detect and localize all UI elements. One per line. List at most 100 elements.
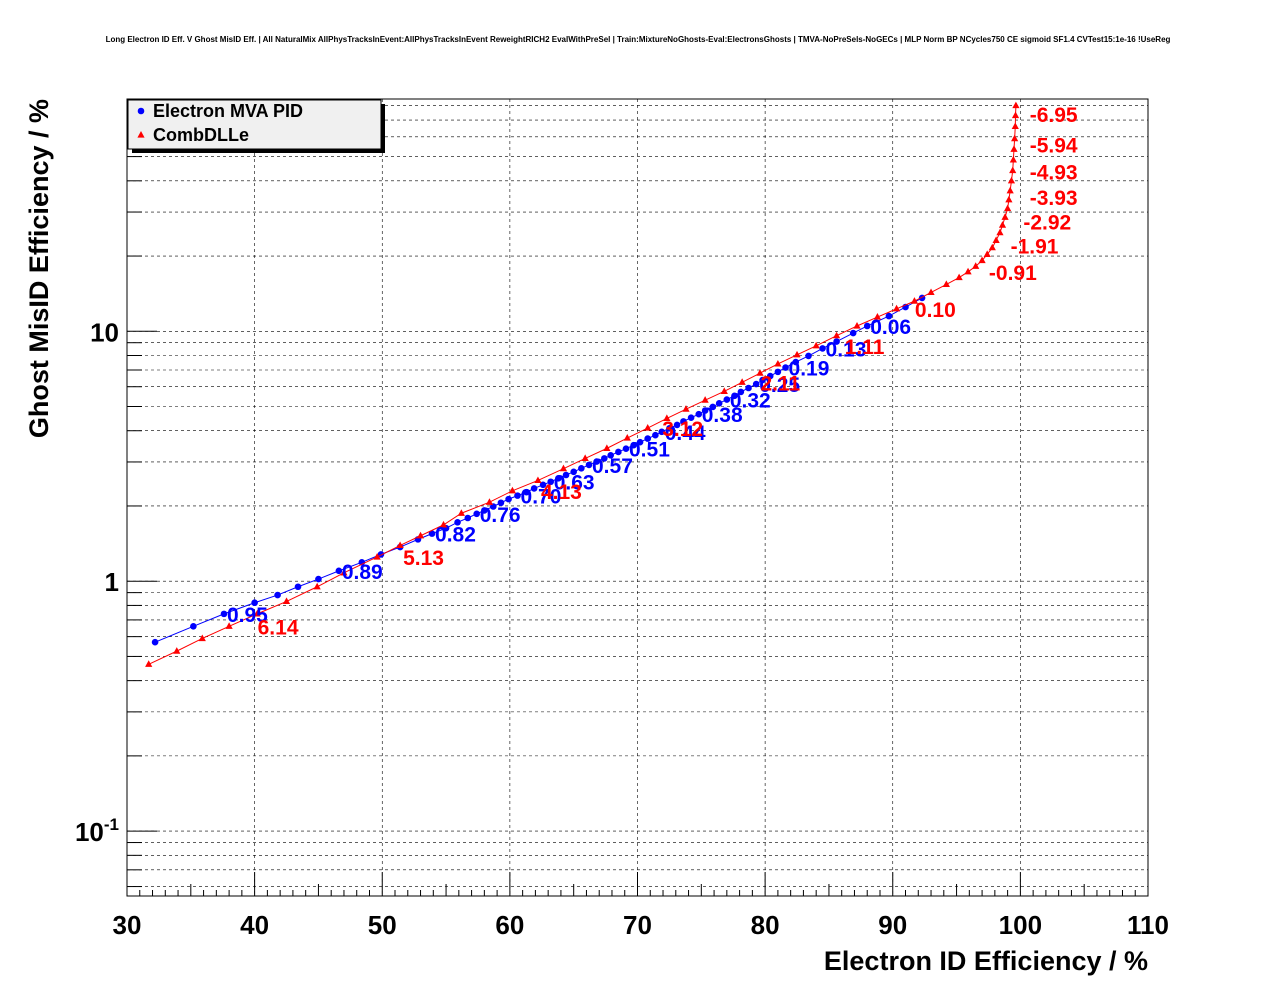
data-point (615, 448, 622, 456)
data-point (673, 421, 681, 429)
data-label: -3.93 (1030, 187, 1078, 210)
data-point (274, 591, 281, 599)
data-label: -0.91 (989, 262, 1037, 285)
data-point (530, 485, 538, 492)
data-point (1011, 122, 1019, 130)
data-point (759, 376, 766, 384)
data-point (687, 414, 695, 422)
data-point (282, 597, 291, 605)
data-point (680, 418, 687, 425)
data-label: 4.13 (541, 481, 582, 504)
legend-box (127, 99, 382, 150)
data-point (723, 396, 731, 403)
data-point (481, 507, 488, 514)
data-point (251, 599, 258, 607)
data-point (873, 313, 882, 320)
data-point (225, 622, 233, 629)
data-point (294, 583, 302, 591)
x-tick-label: 100 (999, 910, 1042, 940)
data-label: -6.95 (1030, 104, 1078, 127)
data-label: 6.14 (258, 616, 299, 639)
data-point (428, 530, 436, 537)
data-point (559, 464, 568, 472)
data-point (514, 492, 521, 499)
data-point (151, 638, 159, 646)
series-combdlle (145, 101, 1020, 667)
x-tick-label: 40 (240, 910, 269, 940)
data-point (964, 267, 972, 275)
data-label: 0.57 (592, 455, 633, 478)
data-point (663, 414, 671, 422)
data-point (658, 428, 666, 436)
data-point (720, 387, 728, 394)
data-point (942, 280, 950, 288)
x-tick-label: 110 (1127, 910, 1169, 940)
data-point (910, 297, 919, 304)
data-point (489, 503, 497, 510)
data-point (630, 441, 637, 449)
data-point (508, 486, 517, 494)
x-tick-label: 30 (113, 910, 142, 940)
data-point (1005, 195, 1013, 203)
data-point (603, 444, 611, 451)
data-point (752, 380, 760, 388)
data-point (1011, 111, 1020, 119)
data-point (439, 520, 448, 528)
data-point (978, 256, 986, 264)
data-point (485, 498, 494, 505)
y-axis-title: Ghost MisID Efficiency / % (24, 99, 54, 438)
data-point (819, 345, 826, 352)
data-point (396, 541, 404, 549)
y-tick-label: 1 (105, 567, 119, 597)
data-point (853, 321, 861, 329)
data-point (1009, 166, 1017, 174)
data-label: 0.10 (915, 299, 956, 322)
data-label: 0.95 (227, 604, 268, 627)
data-label: 0.82 (435, 524, 476, 547)
data-point (473, 510, 480, 518)
data-point (173, 647, 181, 654)
data-label: -5.94 (1030, 134, 1078, 157)
axis-ticks (126, 105, 1149, 896)
data-point (715, 400, 723, 407)
data-point (996, 228, 1004, 236)
data-point (623, 434, 631, 441)
data-point (636, 438, 644, 446)
data-point (253, 609, 261, 617)
data-point (1004, 204, 1012, 212)
data-point (562, 471, 570, 479)
legend-entry: CombDLLe (153, 125, 249, 145)
data-point (738, 378, 746, 385)
data-label: 0.76 (480, 504, 521, 527)
data-point (972, 262, 980, 269)
series-electron-mva-pid (151, 294, 926, 646)
data-point (805, 352, 812, 360)
data-point (756, 369, 764, 376)
data-point (457, 509, 465, 516)
legend-marker (137, 131, 145, 138)
x-tick-label: 80 (751, 910, 780, 940)
data-label: 0.51 (629, 439, 670, 462)
data-label: 0.19 (789, 358, 830, 381)
data-label: 0.44 (665, 422, 706, 445)
data-point (555, 475, 562, 482)
data-point (578, 464, 585, 472)
data-point (709, 403, 717, 411)
data-point (1007, 176, 1016, 184)
data-label: 3.12 (662, 418, 703, 441)
x-tick-label: 60 (495, 910, 524, 940)
data-point (534, 476, 542, 484)
data-label: -1.91 (1011, 236, 1059, 259)
legend-entry: Electron MVA PID (153, 101, 303, 121)
data-label: 5.13 (403, 547, 444, 570)
x-axis-title: Electron ID Efficiency / % (824, 946, 1148, 976)
data-label: 0.25 (759, 374, 800, 397)
data-point (198, 634, 206, 642)
legend-marker (137, 107, 145, 115)
data-point (644, 435, 652, 442)
data-point (745, 384, 752, 392)
data-label: 1.11 (845, 336, 885, 359)
data-point (1010, 145, 1018, 152)
data-point (454, 519, 461, 526)
